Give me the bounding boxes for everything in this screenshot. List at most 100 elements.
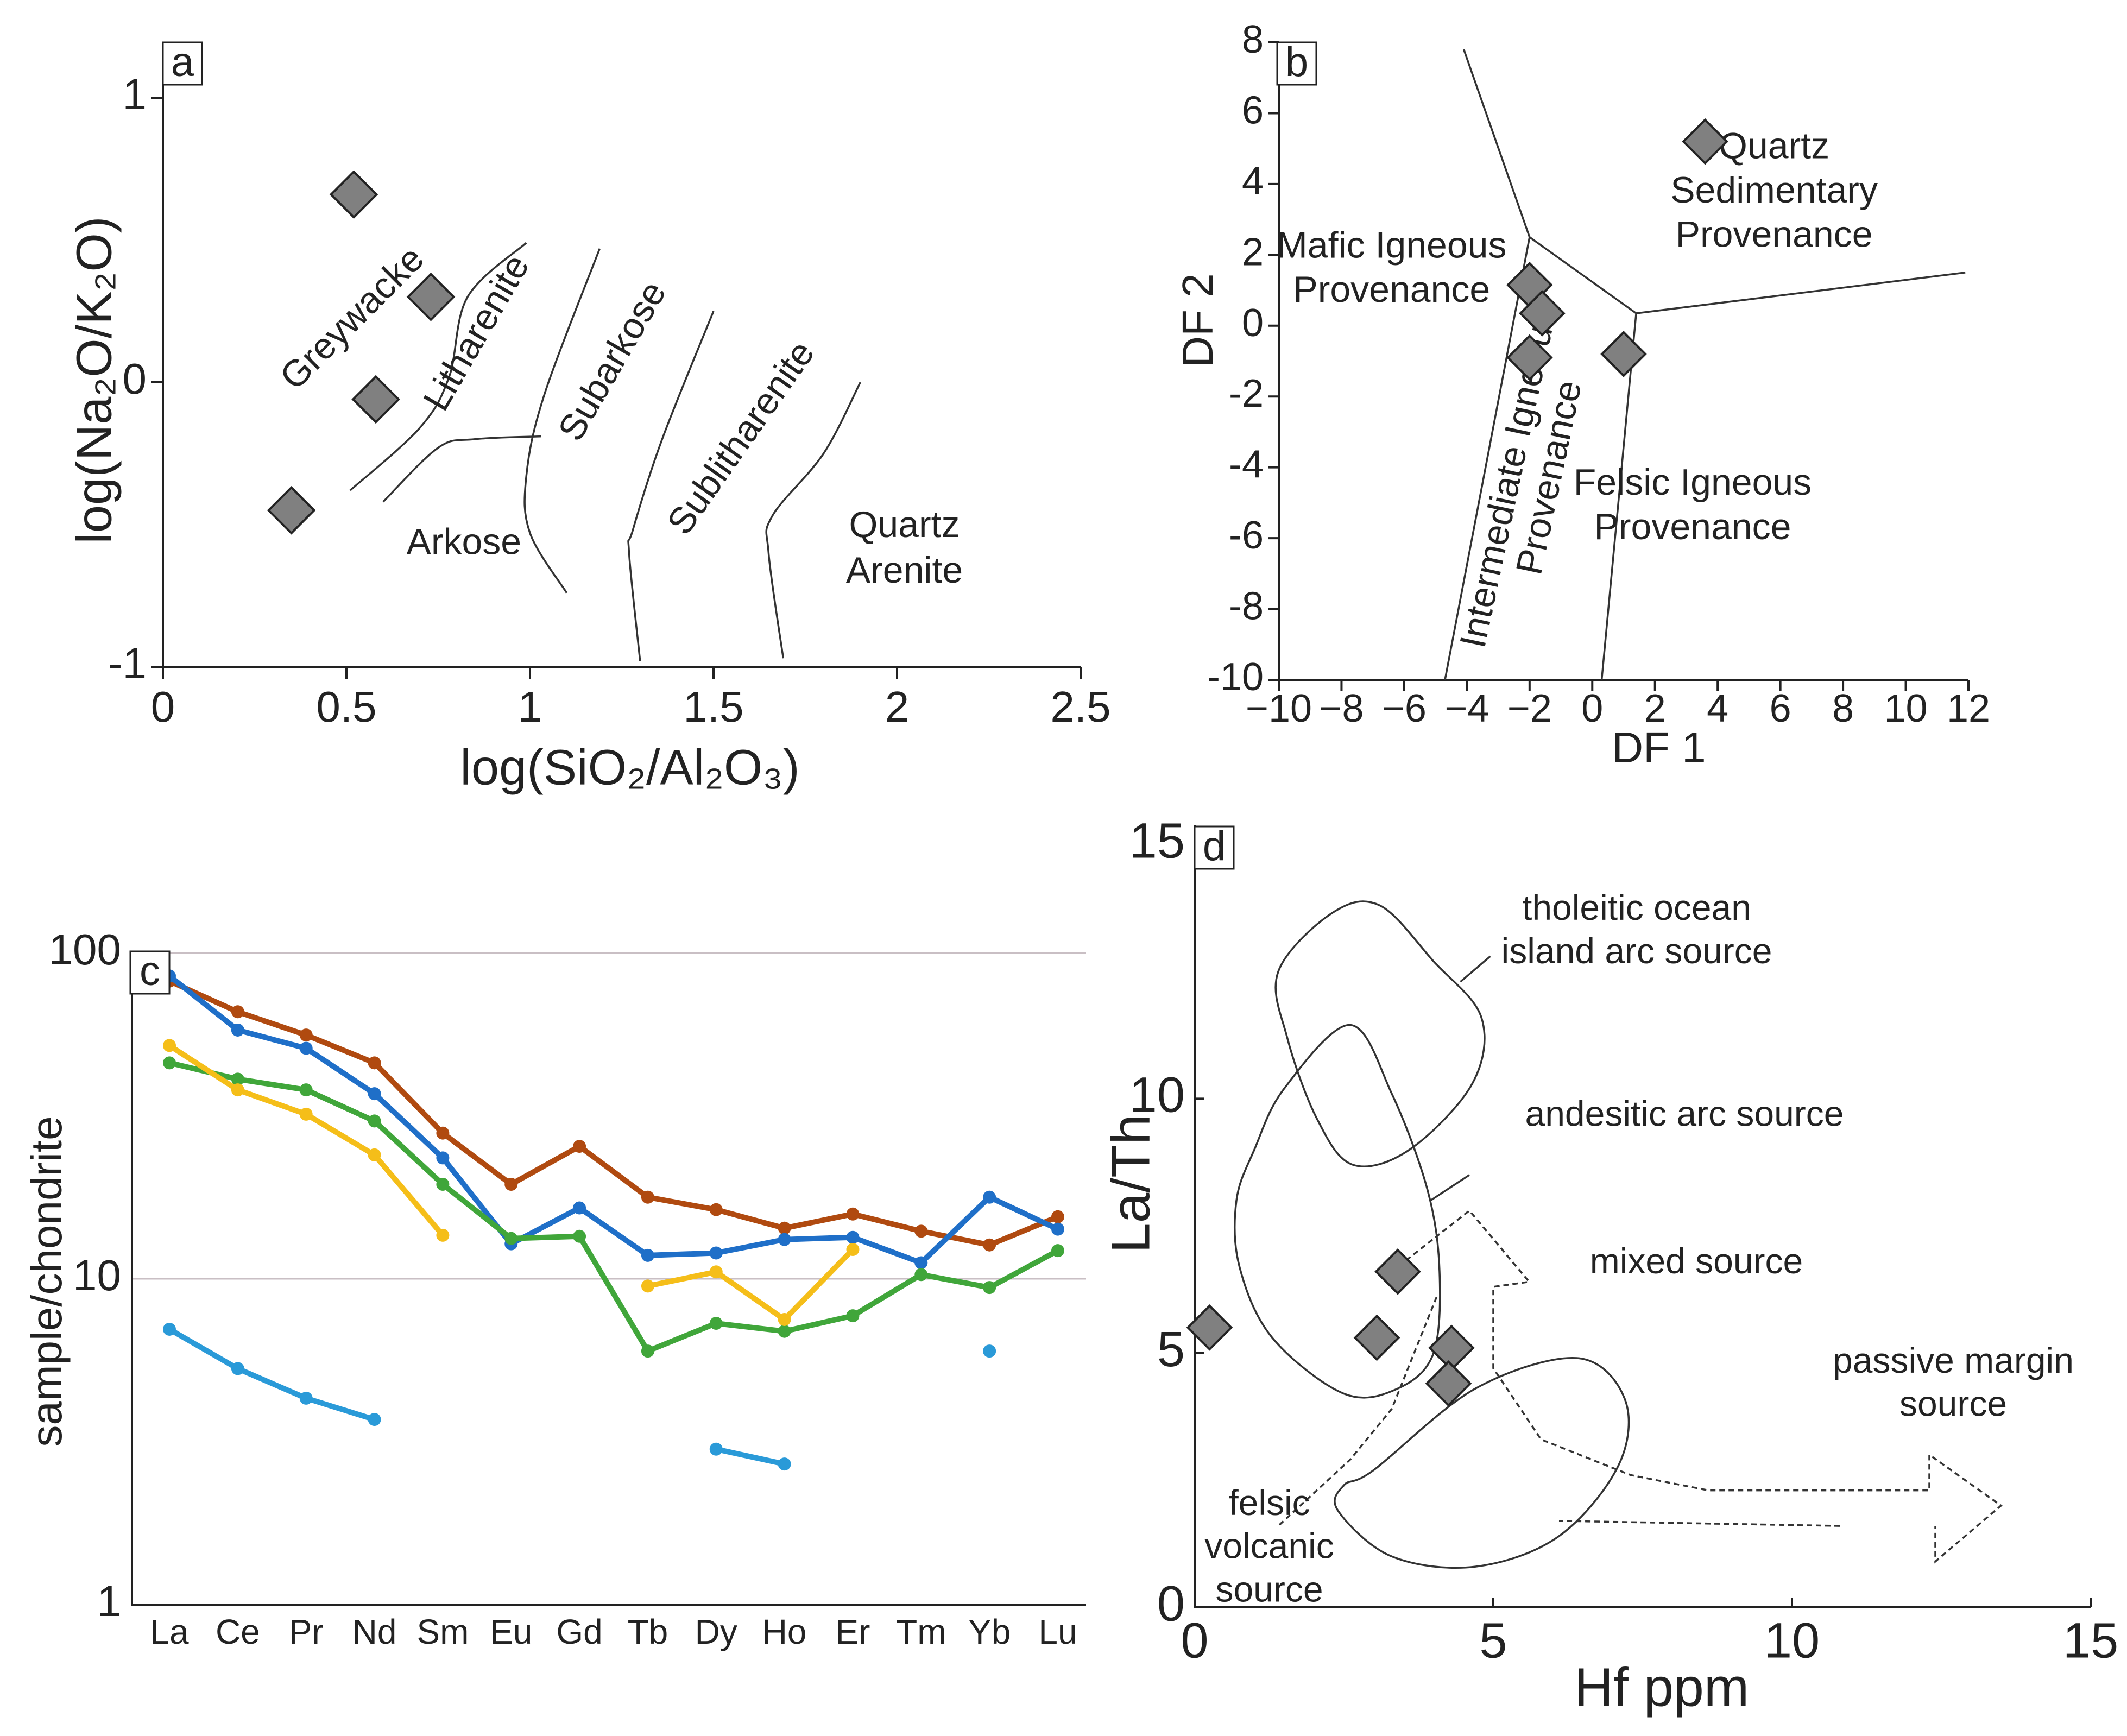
y-tick-label: -1 bbox=[108, 639, 147, 687]
y-tick-label: 5 bbox=[1157, 1322, 1185, 1377]
data-point bbox=[641, 1190, 654, 1204]
y-tick-label: -6 bbox=[1229, 514, 1264, 557]
panel-c: 1 10 100 La Ce Pr Nd Sm Eu Gd Tb Dy Ho Er Tm Yb Lu sample… bbox=[22, 925, 1086, 1651]
x-tick-label: −6 bbox=[1382, 687, 1427, 730]
y-tick-label: 1 bbox=[123, 70, 147, 118]
x-tick-label: 10 bbox=[1884, 687, 1927, 730]
data-point bbox=[436, 1126, 450, 1140]
panel-b: −10 −8 −6 −4 −2 0 2 4 6 8 10 12-10-8-6-4-202468Quar… bbox=[1173, 18, 1990, 772]
source-field-mixed-lower bbox=[1558, 1520, 1840, 1527]
source-field-tholeiitic bbox=[1274, 900, 1486, 1167]
data-point bbox=[351, 375, 400, 424]
data-point bbox=[1425, 1360, 1472, 1407]
data-point bbox=[329, 170, 378, 219]
data-point bbox=[641, 1248, 654, 1262]
data-point bbox=[436, 1151, 450, 1165]
x-tick-label: 1 bbox=[518, 683, 542, 731]
data-point bbox=[368, 1087, 381, 1101]
field-label: volcanic bbox=[1204, 1526, 1334, 1566]
x-axis-label: log(SiO₂/Al₂O₃) bbox=[460, 740, 799, 795]
data-point bbox=[1428, 1324, 1475, 1372]
panel-label-box bbox=[1194, 825, 1235, 870]
x-axis-label: Hf ppm bbox=[1574, 1657, 1749, 1718]
data-point bbox=[709, 1203, 723, 1216]
y-tick-label: -8 bbox=[1229, 585, 1264, 628]
panel-label: b bbox=[1285, 39, 1308, 85]
x-tick-label: 0.5 bbox=[316, 683, 376, 731]
data-point bbox=[299, 1391, 313, 1405]
field-boundary bbox=[1636, 272, 1966, 314]
x-tick-label: Ce bbox=[216, 1612, 260, 1651]
data-point bbox=[231, 1083, 244, 1097]
field-label: Sublitharenite bbox=[659, 333, 823, 542]
y-tick-label: 10 bbox=[73, 1251, 121, 1299]
field-label: andesitic arc source bbox=[1525, 1094, 1844, 1134]
y-tick-label: 0 bbox=[1157, 1576, 1185, 1631]
y-axis-label: sample/chondrite bbox=[22, 1116, 71, 1447]
y-tick-label: 2 bbox=[1242, 230, 1264, 274]
data-point bbox=[368, 1148, 381, 1161]
series-line bbox=[168, 1043, 445, 1238]
x-tick-label: Tm bbox=[896, 1612, 946, 1651]
x-tick-label: 0 bbox=[1581, 687, 1603, 730]
y-axis-label: log(Na₂O/K₂O) bbox=[66, 216, 122, 544]
field-boundary bbox=[382, 435, 541, 503]
field-label: tholeitic ocean bbox=[1522, 887, 1751, 927]
data-point bbox=[778, 1233, 791, 1246]
data-point bbox=[368, 1114, 381, 1128]
x-tick-label: 2.5 bbox=[1050, 683, 1110, 731]
y-tick-label: 10 bbox=[1129, 1068, 1185, 1123]
data-point bbox=[573, 1229, 586, 1243]
y-axis-label: DF 2 bbox=[1173, 273, 1222, 367]
data-point bbox=[709, 1265, 723, 1279]
y-tick-label: 8 bbox=[1242, 18, 1264, 61]
x-tick-label: 2 bbox=[885, 683, 910, 731]
source-field-felsic bbox=[1334, 1356, 1630, 1569]
label-leader bbox=[1430, 1174, 1470, 1202]
data-point bbox=[641, 1344, 654, 1358]
data-point bbox=[983, 1238, 996, 1252]
data-point bbox=[368, 1413, 381, 1426]
data-point bbox=[1374, 1248, 1421, 1295]
data-point bbox=[846, 1243, 860, 1257]
data-point bbox=[231, 1005, 244, 1019]
data-point bbox=[1051, 1222, 1064, 1236]
data-point bbox=[368, 1056, 381, 1070]
field-label: mixed source bbox=[1590, 1241, 1803, 1281]
y-tick-label: 6 bbox=[1242, 89, 1264, 132]
data-point bbox=[778, 1457, 791, 1471]
field-label: Provenance bbox=[1676, 214, 1873, 255]
x-tick-label: 8 bbox=[1832, 687, 1854, 730]
x-tick-label: Sm bbox=[416, 1612, 469, 1651]
data-point bbox=[1051, 1210, 1064, 1223]
x-tick-label: Ho bbox=[762, 1612, 807, 1651]
data-point bbox=[504, 1177, 518, 1191]
field-label: island arc source bbox=[1501, 931, 1772, 971]
y-tick-label: 15 bbox=[1129, 813, 1185, 868]
data-point bbox=[436, 1228, 450, 1242]
data-point bbox=[573, 1201, 586, 1215]
panel-label-box bbox=[129, 950, 171, 995]
data-point bbox=[709, 1442, 723, 1456]
data-point bbox=[1186, 1304, 1233, 1351]
x-tick-label: −2 bbox=[1507, 687, 1552, 730]
x-tick-label: Pr bbox=[289, 1612, 324, 1651]
field-label: passive margin bbox=[1833, 1340, 2074, 1380]
y-tick-label: -4 bbox=[1229, 443, 1264, 487]
data-point bbox=[1353, 1314, 1400, 1361]
field-label: Quartz bbox=[849, 504, 960, 545]
field-label: Arenite bbox=[846, 550, 963, 591]
x-tick-label: 1.5 bbox=[683, 683, 743, 731]
x-tick-label: Gd bbox=[556, 1612, 602, 1651]
x-tick-label: 6 bbox=[1770, 687, 1791, 730]
data-point bbox=[1506, 334, 1553, 381]
x-tick-label: −4 bbox=[1444, 687, 1489, 730]
data-point bbox=[231, 1072, 244, 1086]
x-tick-label: 5 bbox=[1479, 1613, 1507, 1668]
data-point bbox=[709, 1246, 723, 1260]
field-label: Subarkose bbox=[550, 274, 674, 448]
field-boundary bbox=[523, 248, 601, 594]
field-boundary bbox=[627, 311, 715, 661]
x-tick-label: 0 bbox=[151, 683, 175, 731]
